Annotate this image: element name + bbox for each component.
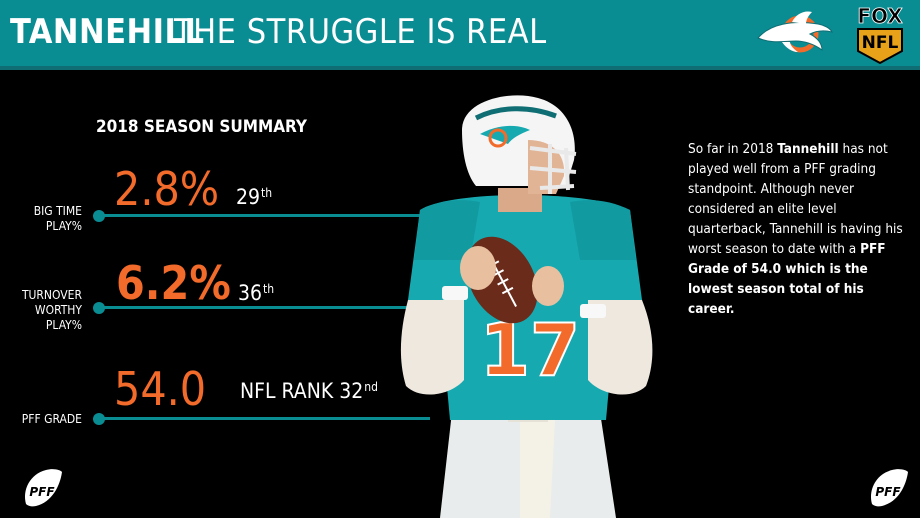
stat-turnover-worthy-label: TURNOVER WORTHY PLAY% — [21, 288, 82, 332]
title-sub: THE STRUGGLE IS REAL — [174, 12, 547, 52]
summary-heading: 2018 SEASON SUMMARY — [96, 117, 307, 137]
fox-nfl-logo-icon: FOX NFL — [857, 4, 904, 65]
dolphins-logo-icon — [757, 11, 833, 53]
stat-big-time-play-label: BIG TIME PLAY% — [33, 204, 82, 233]
description-text: So far in 2018 Tannehill has not played … — [688, 141, 903, 317]
stat-line — [100, 306, 430, 309]
quarterback-illustration: 17 — [400, 95, 653, 518]
pff-logo-icon: PFF — [24, 469, 62, 507]
stat-dot — [93, 302, 105, 314]
stat-pff-grade-label: PFF GRADE — [21, 412, 82, 426]
pff-logo-icon: PFF — [870, 469, 908, 507]
stat-turnover-worthy-value: 6.2% — [116, 256, 231, 310]
stat-turnover-worthy-rank: 36th — [238, 281, 275, 305]
svg-text:PFF: PFF — [875, 485, 901, 499]
svg-text:PFF: PFF — [29, 485, 55, 499]
stat-big-time-play-value: 2.8% — [114, 162, 220, 216]
title-main: TANNEHILL — [10, 12, 205, 52]
stat-big-time-play-rank: 29th — [236, 185, 273, 209]
stat-pff-grade-rank: NFL RANK 32nd — [240, 379, 378, 403]
stat-line — [100, 417, 430, 420]
stat-line — [100, 214, 430, 217]
svg-text:NFL: NFL — [862, 33, 899, 53]
stat-pff-grade-value: 54.0 — [114, 362, 207, 416]
stat-dot — [93, 210, 105, 222]
stat-dot — [93, 413, 105, 425]
header-banner: TANNEHILL THE STRUGGLE IS REAL FOX NFL — [0, 0, 920, 70]
svg-text:FOX: FOX — [857, 4, 903, 28]
jersey-number: 17 — [480, 308, 580, 392]
